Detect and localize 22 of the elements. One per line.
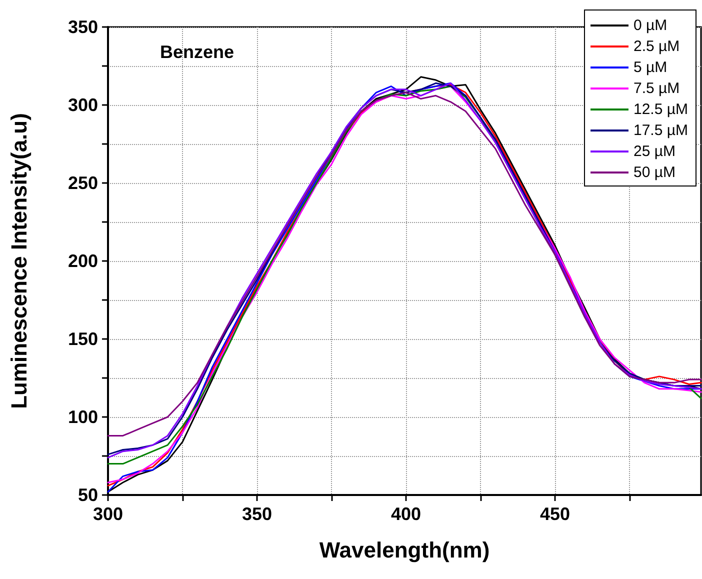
y-tick-label: 300 xyxy=(68,95,98,115)
x-tick-label: 350 xyxy=(242,504,272,524)
legend-label: 50 µM xyxy=(634,164,676,181)
x-tick-label: 450 xyxy=(540,504,570,524)
legend-label: 7.5 µM xyxy=(634,80,680,97)
y-tick-label: 350 xyxy=(68,17,98,37)
y-tick-label: 200 xyxy=(68,251,98,271)
legend-label: 5 µM xyxy=(634,59,668,76)
y-tick-label: 100 xyxy=(68,407,98,427)
y-tick-label: 50 xyxy=(78,485,98,505)
y-axis-title: Luminescence Intensity(a.u) xyxy=(6,113,32,409)
legend-label: 17.5 µM xyxy=(634,122,688,139)
legend-label: 2.5 µM xyxy=(634,38,680,55)
legend-label: 25 µM xyxy=(634,143,676,160)
text: Benzene xyxy=(160,42,234,62)
legend-label: 0 µM xyxy=(634,17,668,34)
x-axis-title: Wavelength(nm) xyxy=(319,538,490,562)
legend-label: 12.5 µM xyxy=(634,101,688,118)
y-tick-label: 250 xyxy=(68,173,98,193)
y-tick-label: 150 xyxy=(68,329,98,349)
x-tick-label: 300 xyxy=(92,504,124,524)
x-tick-label: 400 xyxy=(390,504,422,524)
